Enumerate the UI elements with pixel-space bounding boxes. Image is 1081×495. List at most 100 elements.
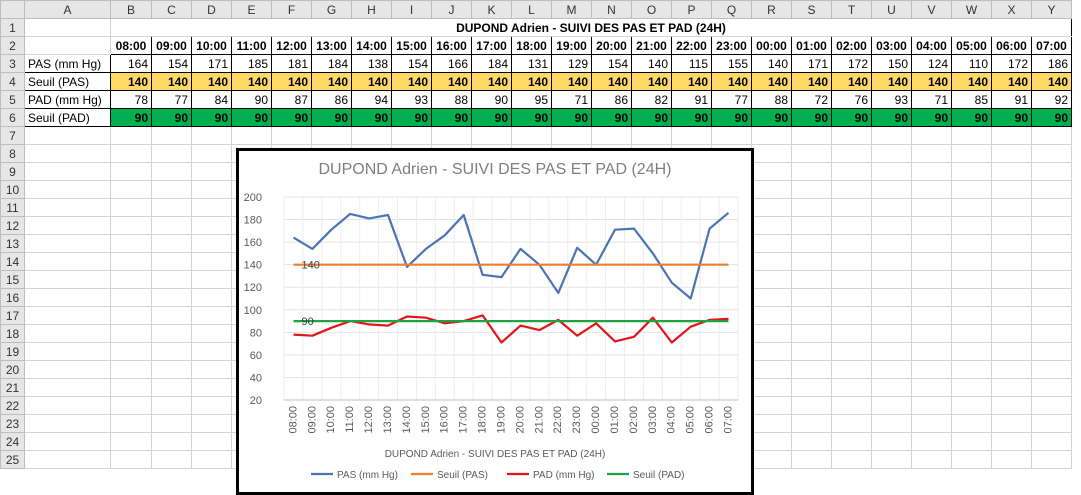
cell[interactable] [110, 270, 152, 289]
value-cell[interactable]: 140 [631, 54, 672, 73]
value-cell[interactable]: 150 [871, 54, 912, 73]
cell[interactable] [791, 378, 832, 397]
cell[interactable] [110, 216, 152, 235]
cell[interactable] [751, 144, 792, 163]
cell[interactable] [24, 216, 111, 235]
cell[interactable] [191, 324, 232, 343]
cell[interactable] [791, 198, 832, 217]
value-cell[interactable]: 155 [711, 54, 752, 73]
column-header[interactable]: I [391, 0, 432, 19]
cell[interactable] [991, 396, 1032, 415]
value-cell[interactable]: 95 [511, 90, 552, 109]
cell[interactable] [110, 234, 152, 253]
column-header[interactable]: N [591, 0, 632, 19]
cell[interactable] [191, 198, 232, 217]
row-header[interactable]: 23 [0, 414, 25, 433]
cell[interactable] [1031, 198, 1072, 217]
row-label-cell[interactable]: Seuil (PAD) [24, 108, 111, 127]
cell[interactable] [951, 324, 992, 343]
cell[interactable] [1031, 324, 1072, 343]
value-cell[interactable]: 140 [591, 72, 632, 91]
cell[interactable] [751, 306, 792, 325]
value-cell[interactable]: 184 [311, 54, 352, 73]
cell[interactable] [751, 270, 792, 289]
value-cell[interactable]: 91 [991, 90, 1032, 109]
value-cell[interactable]: 140 [110, 72, 152, 91]
cell[interactable] [151, 270, 192, 289]
value-cell[interactable]: 78 [110, 90, 152, 109]
cell[interactable] [191, 432, 232, 451]
cell[interactable] [191, 252, 232, 271]
value-cell[interactable]: 185 [231, 54, 272, 73]
cell[interactable] [1031, 342, 1072, 361]
value-cell[interactable]: 82 [631, 90, 672, 109]
value-cell[interactable]: 90 [551, 108, 592, 127]
cell[interactable] [831, 288, 872, 307]
value-cell[interactable]: 91 [671, 90, 712, 109]
column-header[interactable]: H [351, 0, 392, 19]
cell[interactable] [791, 306, 832, 325]
column-header[interactable]: D [191, 0, 232, 19]
cell[interactable] [110, 324, 152, 343]
column-header[interactable]: P [671, 0, 712, 19]
cell[interactable] [151, 306, 192, 325]
cell[interactable] [1031, 288, 1072, 307]
cell[interactable] [791, 414, 832, 433]
cell[interactable] [151, 144, 192, 163]
cell[interactable] [751, 432, 792, 451]
cell[interactable] [751, 342, 792, 361]
value-cell[interactable]: 140 [431, 72, 472, 91]
cell[interactable] [191, 180, 232, 199]
cell[interactable] [871, 450, 912, 469]
cell[interactable] [831, 234, 872, 253]
cell[interactable] [991, 252, 1032, 271]
cell[interactable] [351, 126, 392, 145]
cell[interactable] [951, 414, 992, 433]
value-cell[interactable]: 90 [191, 108, 232, 127]
row-header[interactable]: 2 [0, 36, 25, 55]
cell[interactable] [871, 234, 912, 253]
cell[interactable] [191, 126, 232, 145]
cell[interactable] [24, 270, 111, 289]
value-cell[interactable]: 90 [311, 108, 352, 127]
cell[interactable] [1031, 306, 1072, 325]
row-header[interactable]: 8 [0, 144, 25, 163]
value-cell[interactable]: 92 [1031, 90, 1072, 109]
cell[interactable] [24, 396, 111, 415]
cell[interactable] [871, 306, 912, 325]
value-cell[interactable]: 186 [1031, 54, 1072, 73]
cell[interactable] [151, 126, 192, 145]
value-cell[interactable]: 181 [271, 54, 312, 73]
cell[interactable] [791, 252, 832, 271]
cell[interactable] [911, 288, 952, 307]
cell[interactable] [751, 180, 792, 199]
cell[interactable] [791, 342, 832, 361]
cell[interactable] [871, 360, 912, 379]
value-cell[interactable]: 140 [231, 72, 272, 91]
cell[interactable] [391, 126, 432, 145]
cell[interactable] [751, 162, 792, 181]
cell[interactable] [831, 270, 872, 289]
cell[interactable] [871, 378, 912, 397]
row-header[interactable]: 17 [0, 306, 25, 325]
value-cell[interactable]: 154 [591, 54, 632, 73]
hour-header-cell[interactable]: 23:00 [711, 36, 752, 55]
cell[interactable] [751, 450, 792, 469]
cell[interactable] [24, 36, 111, 55]
cell[interactable] [151, 396, 192, 415]
hour-header-cell[interactable]: 14:00 [351, 36, 392, 55]
value-cell[interactable]: 90 [631, 108, 672, 127]
cell[interactable] [24, 306, 111, 325]
cell[interactable] [831, 360, 872, 379]
row-header[interactable]: 21 [0, 378, 25, 397]
cell[interactable] [191, 396, 232, 415]
value-cell[interactable]: 90 [671, 108, 712, 127]
cell[interactable] [951, 216, 992, 235]
cell[interactable] [951, 432, 992, 451]
cell[interactable] [951, 198, 992, 217]
cell[interactable] [791, 234, 832, 253]
cell[interactable] [871, 252, 912, 271]
value-cell[interactable]: 110 [951, 54, 992, 73]
cell[interactable] [911, 378, 952, 397]
cell[interactable] [911, 414, 952, 433]
